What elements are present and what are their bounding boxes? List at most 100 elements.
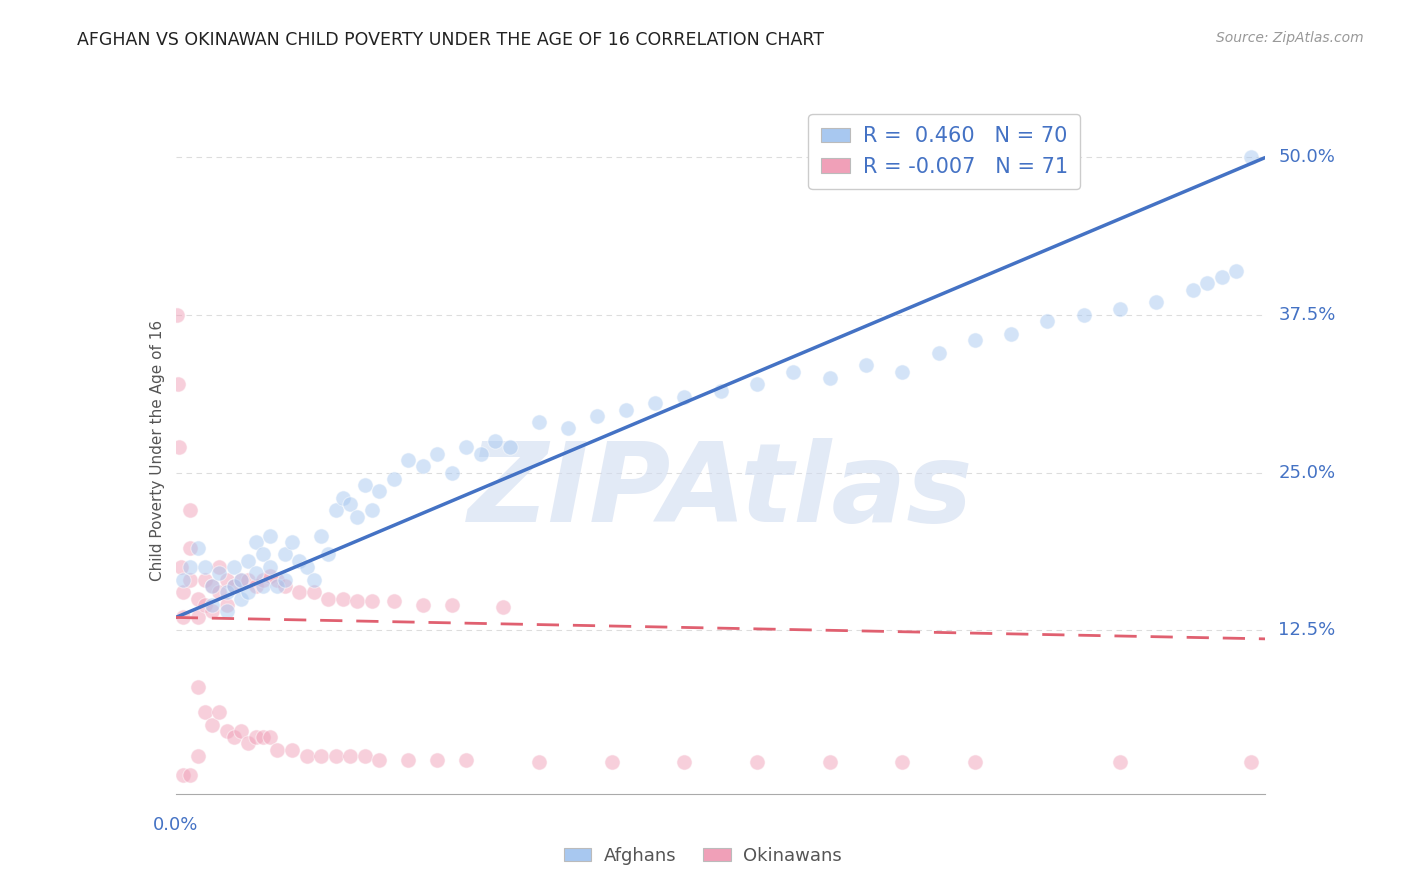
- Point: [172, 585, 194, 599]
- Point: [745, 377, 768, 392]
- Text: 0.0%: 0.0%: [153, 816, 198, 834]
- Point: [259, 730, 281, 744]
- Point: [179, 503, 201, 517]
- Point: [891, 756, 914, 770]
- Point: [302, 585, 325, 599]
- Point: [346, 594, 368, 608]
- Point: [259, 560, 281, 574]
- Point: [527, 415, 550, 429]
- Point: [231, 573, 253, 587]
- Point: [855, 359, 877, 373]
- Point: [179, 560, 201, 574]
- Point: [1109, 756, 1132, 770]
- Point: [368, 753, 391, 767]
- Point: [586, 409, 609, 423]
- Point: [346, 509, 368, 524]
- Point: [194, 598, 217, 612]
- Point: [186, 541, 209, 555]
- Point: [245, 534, 267, 549]
- Text: AFGHAN VS OKINAWAN CHILD POVERTY UNDER THE AGE OF 16 CORRELATION CHART: AFGHAN VS OKINAWAN CHILD POVERTY UNDER T…: [77, 31, 824, 49]
- Point: [194, 560, 217, 574]
- Point: [353, 749, 375, 764]
- Point: [353, 478, 375, 492]
- Point: [644, 396, 666, 410]
- Point: [167, 377, 190, 392]
- Point: [186, 680, 209, 694]
- Point: [169, 440, 191, 454]
- Point: [710, 384, 733, 398]
- Point: [288, 554, 311, 568]
- Point: [1240, 756, 1263, 770]
- Point: [201, 604, 224, 618]
- Point: [194, 705, 217, 719]
- Point: [332, 591, 354, 606]
- Point: [1000, 326, 1022, 341]
- Point: [318, 548, 340, 562]
- Point: [339, 749, 361, 764]
- Point: [208, 585, 231, 599]
- Point: [1211, 270, 1233, 285]
- Point: [252, 548, 274, 562]
- Point: [201, 579, 224, 593]
- Point: [186, 610, 209, 624]
- Point: [396, 453, 419, 467]
- Point: [325, 749, 347, 764]
- Point: [360, 594, 382, 608]
- Point: [281, 534, 304, 549]
- Point: [295, 560, 318, 574]
- Point: [215, 604, 238, 618]
- Point: [186, 591, 209, 606]
- Point: [238, 736, 260, 750]
- Point: [382, 594, 405, 608]
- Point: [201, 598, 224, 612]
- Point: [360, 503, 382, 517]
- Point: [252, 579, 274, 593]
- Point: [252, 730, 274, 744]
- Point: [238, 554, 260, 568]
- Point: [274, 579, 297, 593]
- Point: [309, 749, 332, 764]
- Point: [782, 365, 804, 379]
- Point: [412, 598, 434, 612]
- Point: [527, 756, 550, 770]
- Point: [208, 566, 231, 581]
- Point: [222, 730, 245, 744]
- Point: [325, 503, 347, 517]
- Point: [963, 333, 986, 347]
- Point: [1146, 295, 1168, 310]
- Point: [172, 768, 194, 782]
- Point: [186, 749, 209, 764]
- Point: [274, 573, 297, 587]
- Point: [245, 730, 267, 744]
- Point: [339, 497, 361, 511]
- Point: [928, 346, 950, 360]
- Point: [259, 528, 281, 542]
- Point: [1073, 308, 1095, 322]
- Point: [215, 598, 238, 612]
- Point: [222, 579, 245, 593]
- Point: [222, 579, 245, 593]
- Point: [201, 717, 224, 731]
- Point: [266, 579, 288, 593]
- Point: [456, 440, 478, 454]
- Point: [963, 756, 986, 770]
- Point: [368, 484, 391, 499]
- Point: [499, 440, 522, 454]
- Point: [818, 756, 841, 770]
- Point: [332, 491, 354, 505]
- Point: [456, 753, 478, 767]
- Point: [1181, 283, 1204, 297]
- Y-axis label: Child Poverty Under the Age of 16: Child Poverty Under the Age of 16: [149, 320, 165, 581]
- Point: [208, 560, 231, 574]
- Point: [245, 579, 267, 593]
- Point: [1036, 314, 1059, 328]
- Point: [266, 573, 288, 587]
- Point: [440, 598, 463, 612]
- Point: [252, 573, 274, 587]
- Point: [1225, 264, 1247, 278]
- Point: [745, 756, 768, 770]
- Point: [288, 585, 311, 599]
- Point: [614, 402, 637, 417]
- Text: 25.0%: 25.0%: [1278, 464, 1336, 482]
- Point: [172, 573, 194, 587]
